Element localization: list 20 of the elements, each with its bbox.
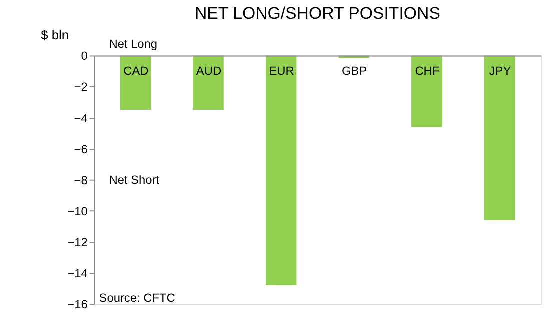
y-tick-label: −16 [68,297,88,312]
y-tick-label: −10 [68,204,88,218]
annotation: Source: CFTC [99,290,176,305]
y-tick-label: −6 [74,142,88,156]
x-tick-label: CHF [415,64,440,78]
chart-title: NET LONG/SHORT POSITIONS [194,4,440,24]
y-tick-label: −2 [74,80,88,94]
x-tick-label: JPY [489,64,512,78]
y-tick-label: −14 [68,266,88,280]
text: Net Long [109,36,158,51]
x-tick-label: AUD [196,64,222,78]
y-tick-label: 0 [81,49,88,64]
y-tick-label: −12 [68,235,88,250]
y-axis-title: $ bln [41,27,70,42]
x-tick-label: EUR [269,64,295,78]
x-tick-label: CAD [124,64,150,78]
y-tick-label: −4 [74,111,88,126]
annotation: Net Short [109,172,160,187]
x-tick-label: GBP [342,64,368,78]
y-tick-label: −8 [74,173,88,188]
